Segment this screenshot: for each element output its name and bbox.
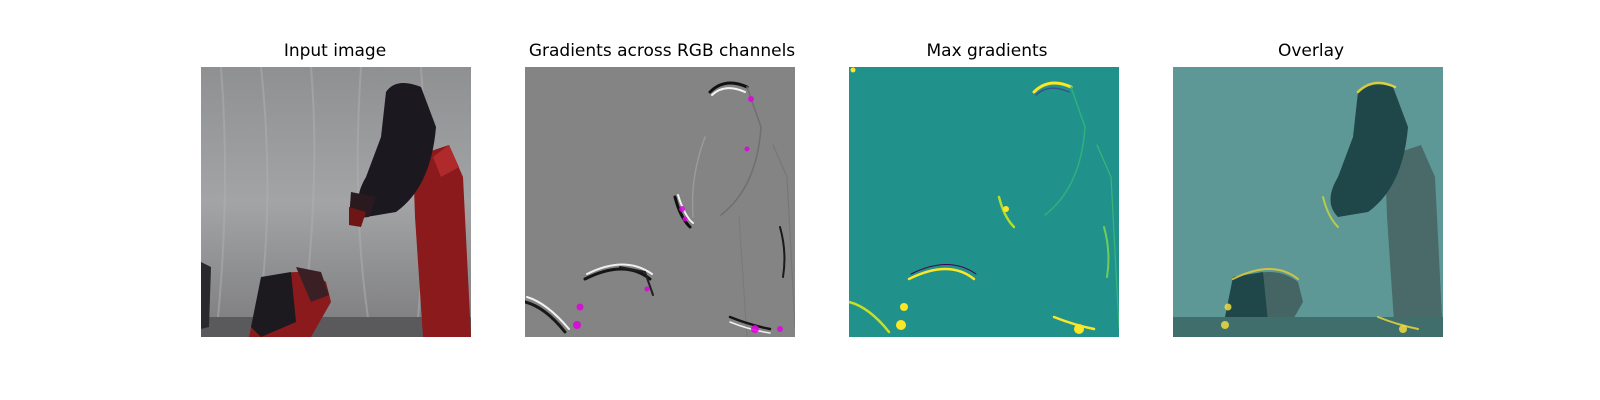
panel-title-max-gradients: Max gradients xyxy=(926,41,1048,61)
panel-title-overlay: Overlay xyxy=(1277,41,1345,61)
panel-title-rgb-gradients: Gradients across RGB channels xyxy=(528,41,796,61)
robot-arm-left xyxy=(201,262,331,337)
input-image xyxy=(201,67,471,337)
rgb-gradients-image xyxy=(525,67,795,337)
panel-title-input-image: Input image xyxy=(283,41,387,61)
robot-arm-right xyxy=(349,83,471,337)
max-gradients-image xyxy=(849,67,1119,337)
overlay-image xyxy=(1173,67,1443,337)
